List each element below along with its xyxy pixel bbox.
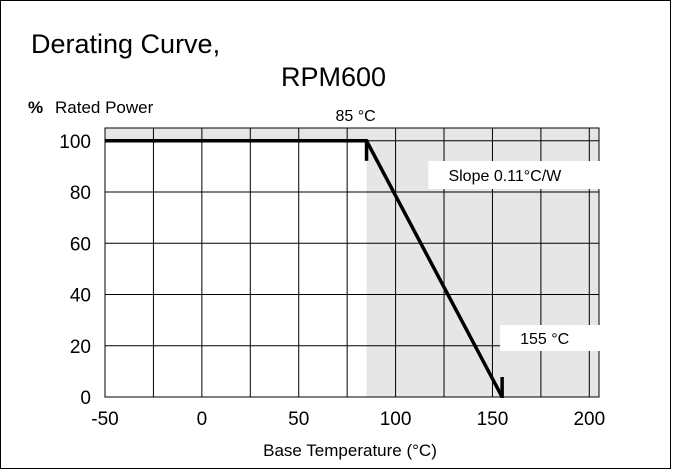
x-tick-label: 0	[197, 409, 208, 430]
annotations: 85 °C Slope 0.11°C/W 155 °C	[323, 102, 621, 351]
y-tick-label: 20	[70, 337, 91, 358]
annotation-label: 85 °C	[336, 108, 376, 125]
derating-line	[104, 139, 504, 398]
y-axis-title: Rated Power	[55, 98, 154, 117]
y-tick-label: 40	[70, 286, 91, 307]
y-tick-label: 60	[70, 234, 91, 255]
annotation-box	[323, 102, 419, 127]
chart-title-line1: Derating Curve,	[31, 29, 220, 59]
grid	[104, 127, 600, 398]
x-tick-label: 50	[288, 409, 309, 430]
x-tick-label: 100	[380, 409, 412, 430]
x-tick-label: 150	[477, 409, 509, 430]
annotation-box	[500, 325, 607, 351]
annotation-label: Slope 0.11°C/W	[448, 168, 562, 185]
y-tick-label: 80	[70, 183, 91, 204]
y-tick-label: 0	[80, 388, 91, 409]
chart-title-line2: RPM600	[281, 62, 386, 92]
y-tick-label: 100	[59, 132, 91, 153]
x-axis-title: Base Temperature (°C)	[263, 441, 437, 460]
x-tick-label: 200	[573, 409, 605, 430]
annotation-label: 155 °C	[520, 331, 569, 348]
annotation-box	[428, 161, 621, 190]
plot-border	[104, 127, 600, 398]
x-tick-label: -50	[91, 409, 118, 430]
y-axis-unit-symbol: %	[28, 98, 43, 117]
